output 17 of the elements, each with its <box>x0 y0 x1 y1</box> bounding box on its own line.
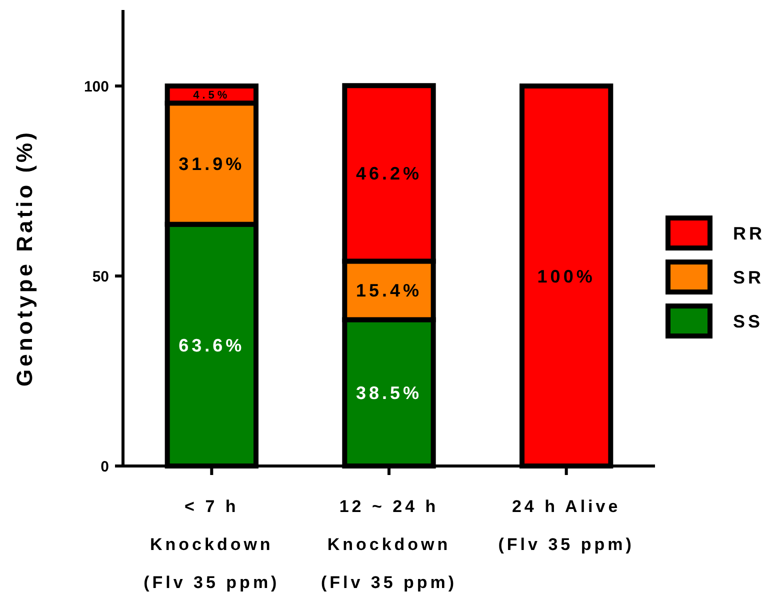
y-tick-label: 50 <box>92 268 109 286</box>
y-tick-label: 0 <box>100 458 109 476</box>
data-label: 63.6% <box>178 335 245 356</box>
data-label: 4.5% <box>193 89 230 102</box>
legend-label: SR <box>733 267 764 288</box>
data-label: 100% <box>537 266 596 286</box>
data-label: 31.9% <box>178 154 245 174</box>
y-axis-title: Genotype Ratio (%) <box>12 130 37 386</box>
x-tick-label: 12 ~ 24 h Knockdown (Flv 35 ppm) <box>320 497 458 592</box>
y-tick-label: 100 <box>84 78 109 96</box>
x-tick-label: < 7 h Knockdown (Flv 35 ppm) <box>144 497 280 592</box>
data-label: 38.5% <box>356 383 422 404</box>
data-label: 15.4% <box>356 280 422 301</box>
legend-label: SS <box>733 311 764 332</box>
data-label: 46.2% <box>356 164 422 184</box>
legend-label: RR <box>733 223 765 244</box>
x-tick-label: 24 h Alive (Flv 35 ppm) <box>498 497 634 554</box>
